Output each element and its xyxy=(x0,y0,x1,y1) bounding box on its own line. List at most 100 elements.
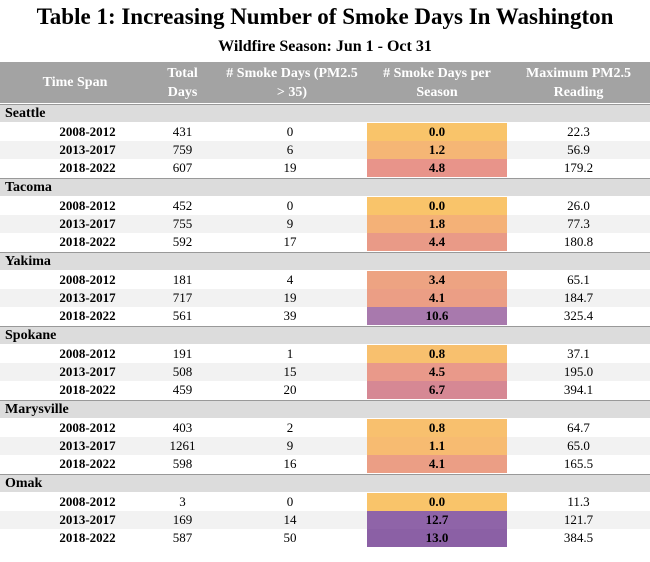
rate-cell: 12.7 xyxy=(367,511,507,529)
rate-cell: 0.0 xyxy=(367,197,507,215)
cell: 2008-2012 xyxy=(59,494,116,509)
column-header: Total Days xyxy=(167,65,198,100)
table-row: 2018-2022 459 20 6.7 394.1 xyxy=(0,381,650,399)
rate-cell: 10.6 xyxy=(367,307,507,325)
cell: 0 xyxy=(286,198,294,213)
rate-cell: 0.8 xyxy=(367,419,507,437)
cell: 2013-2017 xyxy=(59,512,116,527)
group-header: Spokane xyxy=(0,326,650,344)
table-row: 2008-2012 181 4 3.4 65.1 xyxy=(0,271,650,289)
table-row: 2013-2017 1261 9 1.1 65.0 xyxy=(0,437,650,455)
cell: 2018-2022 xyxy=(59,234,116,249)
group-header: Omak xyxy=(0,474,650,492)
cell: 2013-2017 xyxy=(59,438,116,453)
cell: 20 xyxy=(283,382,297,397)
table-row: 2018-2022 561 39 10.6 325.4 xyxy=(0,307,650,325)
rate-cell: 4.8 xyxy=(367,159,507,177)
cell: 2013-2017 xyxy=(59,216,116,231)
cell: 4 xyxy=(286,272,294,287)
table-row: 2013-2017 755 9 1.8 77.3 xyxy=(0,215,650,233)
rate-cell: 0.0 xyxy=(367,493,507,511)
cell: 431 xyxy=(172,124,193,139)
cell: 2013-2017 xyxy=(59,142,116,157)
rate-cell: 6.7 xyxy=(367,381,507,399)
cell: 179.2 xyxy=(563,160,594,175)
cell: 2008-2012 xyxy=(59,346,116,361)
group-header: Seattle xyxy=(0,104,650,122)
cell: 11.3 xyxy=(567,494,590,509)
table-row: 2018-2022 607 19 4.8 179.2 xyxy=(0,159,650,177)
cell: 2008-2012 xyxy=(59,420,116,435)
rate-cell: 4.1 xyxy=(367,289,507,307)
cell: 180.8 xyxy=(563,234,594,249)
cell: 717 xyxy=(172,290,193,305)
subtitle: Wildfire Season: Jun 1 - Oct 31 xyxy=(218,38,432,55)
cell: 394.1 xyxy=(563,382,594,397)
cell: 19 xyxy=(283,290,297,305)
rate-cell: 4.4 xyxy=(367,233,507,251)
cell: 2 xyxy=(286,420,294,435)
cell: 2008-2012 xyxy=(59,124,116,139)
cell: 6 xyxy=(286,142,294,157)
table-row: 2008-2012 191 1 0.8 37.1 xyxy=(0,345,650,363)
table-row: 2008-2012 431 0 0.0 22.3 xyxy=(0,123,650,141)
cell: 65.1 xyxy=(567,272,590,287)
cell: 2018-2022 xyxy=(59,382,116,397)
cell: 184.7 xyxy=(563,290,594,305)
header-row: Time Span Total Days # Smoke Days (PM2.5 >… xyxy=(0,62,650,103)
table-row: 2018-2022 587 50 13.0 384.5 xyxy=(0,529,650,547)
cell: 181 xyxy=(172,272,193,287)
cell: 2008-2012 xyxy=(59,272,116,287)
cell: 759 xyxy=(172,142,193,157)
cell: 165.5 xyxy=(563,456,594,471)
cell: 2018-2022 xyxy=(59,308,116,323)
table-row: 2013-2017 717 19 4.1 184.7 xyxy=(0,289,650,307)
rate-cell: 0.8 xyxy=(367,345,507,363)
cell: 14 xyxy=(283,512,297,527)
group-header: Tacoma xyxy=(0,178,650,196)
cell: 2018-2022 xyxy=(59,160,116,175)
cell: 384.5 xyxy=(563,530,594,545)
cell: 77.3 xyxy=(567,216,590,231)
table-row: 2008-2012 452 0 0.0 26.0 xyxy=(0,197,650,215)
cell: 22.3 xyxy=(567,124,590,139)
cell: 2008-2012 xyxy=(59,198,116,213)
cell: 9 xyxy=(286,438,294,453)
rate-cell: 4.5 xyxy=(367,363,507,381)
rate-cell: 4.1 xyxy=(367,455,507,473)
cell: 39 xyxy=(283,308,297,323)
cell: 2018-2022 xyxy=(59,530,116,545)
cell: 2013-2017 xyxy=(59,290,116,305)
cell: 121.7 xyxy=(563,512,594,527)
cell: 16 xyxy=(283,456,297,471)
rate-cell: 13.0 xyxy=(367,529,507,547)
cell: 598 xyxy=(172,456,193,471)
cell: 17 xyxy=(283,234,297,249)
cell: 65.0 xyxy=(567,438,590,453)
cell: 452 xyxy=(172,198,193,213)
cell: 459 xyxy=(172,382,193,397)
table-row: 2013-2017 508 15 4.5 195.0 xyxy=(0,363,650,381)
rate-cell: 1.8 xyxy=(367,215,507,233)
rate-cell: 3.4 xyxy=(367,271,507,289)
table-row: 2008-2012 403 2 0.8 64.7 xyxy=(0,419,650,437)
cell: 508 xyxy=(172,364,193,379)
cell: 592 xyxy=(172,234,193,249)
table-row: 2018-2022 592 17 4.4 180.8 xyxy=(0,233,650,251)
rate-cell: 1.1 xyxy=(367,437,507,455)
group-header: Yakima xyxy=(0,252,650,270)
cell: 9 xyxy=(286,216,294,231)
rate-cell: 0.0 xyxy=(367,123,507,141)
column-header: # Smoke Days (PM2.5 > 35) xyxy=(226,65,358,100)
cell: 64.7 xyxy=(567,420,590,435)
title: Table 1: Increasing Number of Smoke Days… xyxy=(36,4,614,29)
cell: 1 xyxy=(286,346,294,361)
column-header: Maximum PM2.5 Reading xyxy=(526,65,631,100)
rate-cell: 1.2 xyxy=(367,141,507,159)
cell: 325.4 xyxy=(563,308,594,323)
cell: 0 xyxy=(286,494,294,509)
cell: 195.0 xyxy=(563,364,594,379)
cell: 0 xyxy=(286,124,294,139)
cell: 15 xyxy=(283,364,297,379)
